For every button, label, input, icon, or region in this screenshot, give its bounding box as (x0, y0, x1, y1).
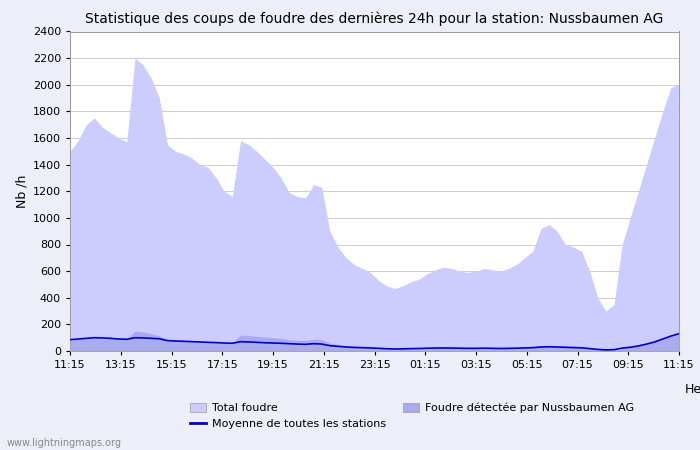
Title: Statistique des coups de foudre des dernières 24h pour la station: Nussbaumen AG: Statistique des coups de foudre des dern… (85, 12, 664, 26)
Text: www.lightningmaps.org: www.lightningmaps.org (7, 438, 122, 448)
Legend: Total foudre, Moyenne de toutes les stations, Foudre détectée par Nussbaumen AG: Total foudre, Moyenne de toutes les stat… (186, 398, 638, 433)
Y-axis label: Nb /h: Nb /h (15, 175, 29, 208)
Text: Heure: Heure (685, 383, 700, 396)
